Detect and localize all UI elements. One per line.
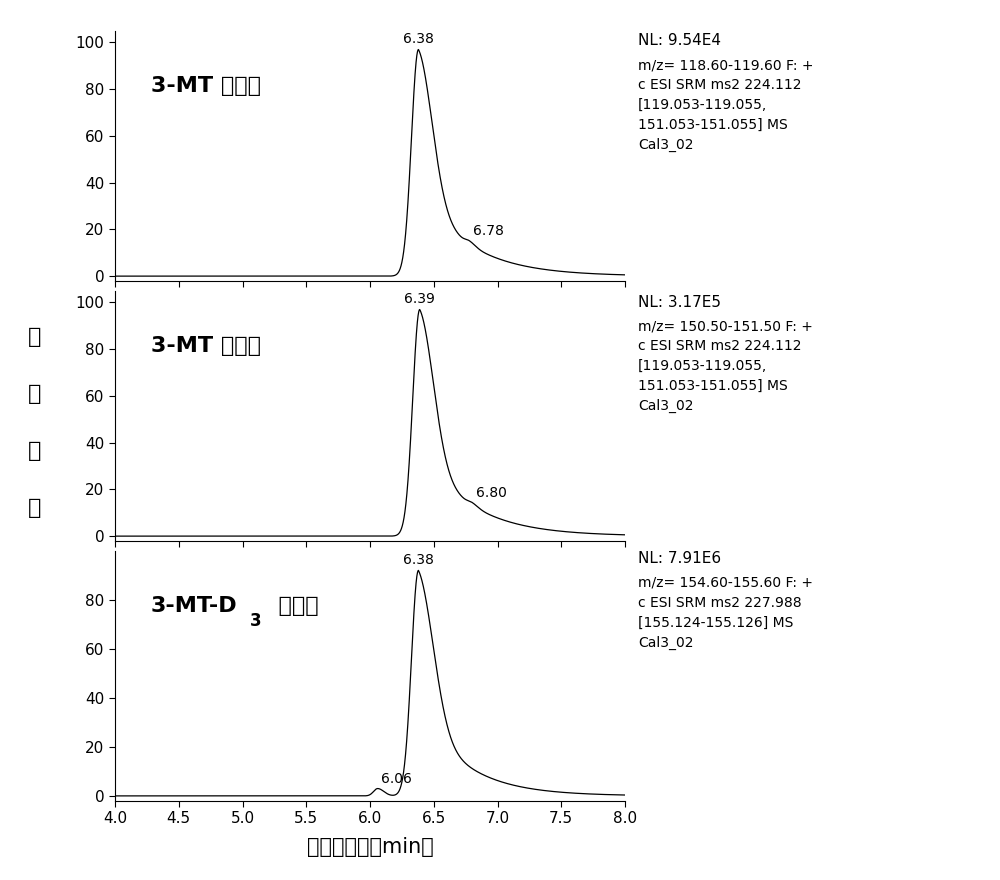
Text: m/z= 150.50-151.50 F: +
c ESI SRM ms2 224.112
[119.053-119.055,
151.053-151.055]: m/z= 150.50-151.50 F: + c ESI SRM ms2 22… <box>638 319 813 414</box>
Text: 子离子: 子离子 <box>263 596 319 616</box>
Text: 6.78: 6.78 <box>473 224 504 238</box>
Text: 3-MT-D: 3-MT-D <box>151 596 237 616</box>
Text: 6.39: 6.39 <box>404 292 435 306</box>
Text: m/z= 154.60-155.60 F: +
c ESI SRM ms2 227.988
[155.124-155.126] MS
Cal3_02: m/z= 154.60-155.60 F: + c ESI SRM ms2 22… <box>638 576 813 650</box>
Text: 3: 3 <box>250 612 262 630</box>
Text: 度: 度 <box>28 498 42 518</box>
Text: 对: 对 <box>28 384 42 404</box>
Text: 6.38: 6.38 <box>403 32 434 46</box>
Text: 相: 相 <box>28 326 42 347</box>
Text: NL: 9.54E4: NL: 9.54E4 <box>638 33 721 48</box>
Text: 6.80: 6.80 <box>476 486 507 500</box>
X-axis label: 保留时间　（min）: 保留时间 （min） <box>307 838 433 857</box>
Text: 6.06: 6.06 <box>381 772 412 786</box>
Text: NL: 3.17E5: NL: 3.17E5 <box>638 295 721 310</box>
Text: 3-MT 子离子: 3-MT 子离子 <box>151 336 261 356</box>
Text: 6.38: 6.38 <box>403 553 434 567</box>
Text: NL: 7.91E6: NL: 7.91E6 <box>638 551 721 566</box>
Text: 强: 强 <box>28 441 42 461</box>
Text: 3-MT 子离子: 3-MT 子离子 <box>151 76 261 96</box>
Text: m/z= 118.60-119.60 F: +
c ESI SRM ms2 224.112
[119.053-119.055,
151.053-151.055]: m/z= 118.60-119.60 F: + c ESI SRM ms2 22… <box>638 58 814 152</box>
